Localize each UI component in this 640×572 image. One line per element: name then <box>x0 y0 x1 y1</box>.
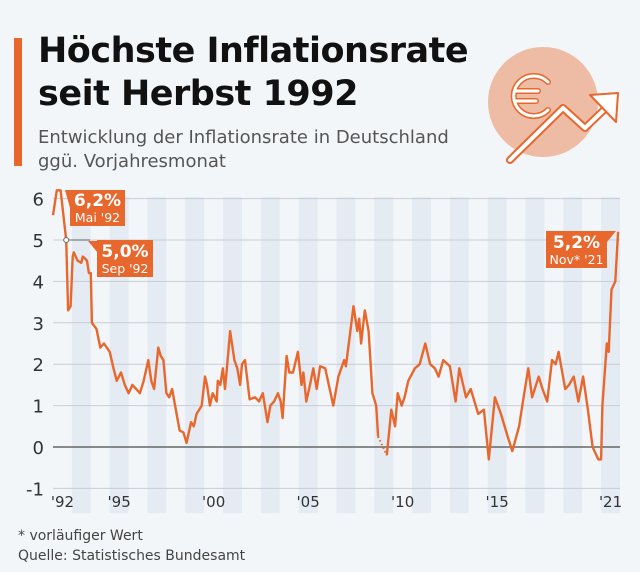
callout-sep-1992: 5,0% Sep '92 <box>97 240 153 277</box>
year-band <box>260 197 280 513</box>
year-band <box>185 197 205 513</box>
x-tick-label: '95 <box>108 493 131 511</box>
callout-date: Mai '92 <box>74 210 121 225</box>
year-band <box>298 197 318 513</box>
y-tick-label: 2 <box>33 355 44 376</box>
x-tick-label: '05 <box>297 493 320 511</box>
year-band <box>71 197 91 513</box>
inflation-line-chart: 6 5 4 3 2 1 0 -1 '92 '95 '00 '05 '10 '15 '21 <box>26 189 622 513</box>
y-tick-label: 3 <box>33 314 44 335</box>
callout-pointer <box>607 231 616 242</box>
subtitle-line-2: ggü. Vorjahresmonat <box>38 151 226 172</box>
source: Quelle: Statistisches Bundesamt <box>18 548 246 564</box>
y-tick-label: 0 <box>33 438 44 459</box>
y-tick-label: 4 <box>33 272 44 293</box>
title-line-1: Höchste Inflationsrate <box>38 31 469 71</box>
accent-bar <box>14 38 22 166</box>
x-tick-label: '15 <box>486 493 509 511</box>
callout-value: 6,2% <box>73 191 122 211</box>
y-tick-label: 6 <box>33 190 44 211</box>
subtitle-line-1: Entwicklung der Inflationsrate in Deutsc… <box>38 127 449 148</box>
year-band <box>487 197 507 513</box>
inflation-series-line <box>51 189 380 445</box>
footnote: * vorläufiger Wert <box>18 528 143 544</box>
year-band <box>449 197 469 513</box>
inflation-series-line <box>385 231 620 461</box>
callout-date: Nov* '21 <box>549 252 604 267</box>
callout-value: 5,0% <box>101 242 149 262</box>
title-line-2: seit Herbst 1992 <box>38 74 359 114</box>
page-title: Höchste Inflationsrate seit Herbst 1992 <box>38 30 469 116</box>
inflation-series-dotted <box>377 436 388 456</box>
year-band <box>336 197 356 513</box>
y-tick-label: 1 <box>33 397 44 418</box>
subtitle: Entwicklung der Inflationsrate in Deutsc… <box>38 126 449 174</box>
y-tick-label: 5 <box>33 231 44 252</box>
x-tick-label: '00 <box>202 493 225 511</box>
euro-rising-arrow-icon <box>488 47 619 164</box>
y-tick-label: -1 <box>26 479 44 500</box>
callout-value: 5,2% <box>552 233 601 253</box>
year-band <box>374 197 394 513</box>
x-tick-label: '92 <box>51 493 74 511</box>
x-tick-label: '21 <box>599 493 622 511</box>
callout-date: Sep '92 <box>101 261 149 276</box>
callout-peak-1992: 6,2% Mai '92 <box>70 190 125 226</box>
callout-nov-2021: 5,2% Nov* '21 <box>546 231 607 268</box>
callout-pointer <box>88 241 97 252</box>
x-tick-label: '10 <box>391 493 414 511</box>
year-band <box>563 197 583 513</box>
sep-1992-marker <box>63 237 70 243</box>
year-band <box>525 197 545 513</box>
